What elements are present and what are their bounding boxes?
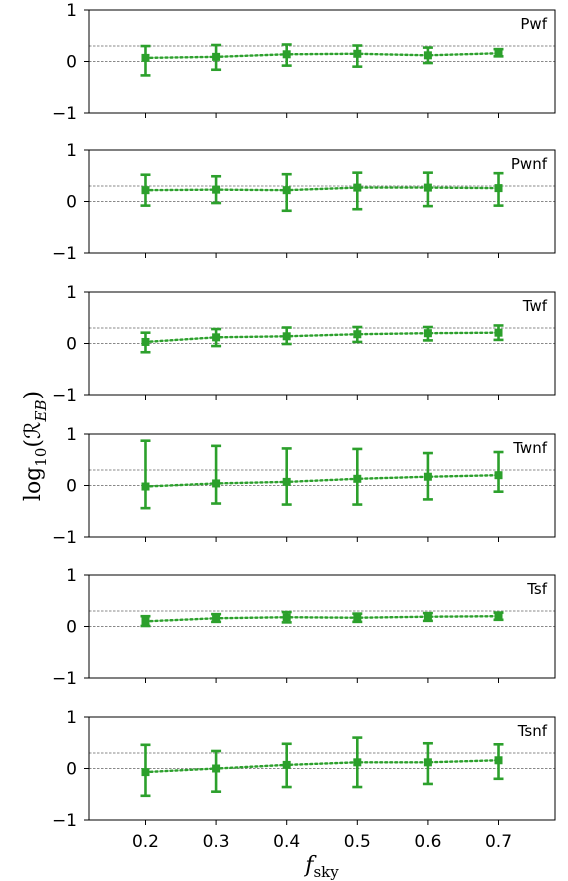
data-point xyxy=(494,328,503,337)
y-tick-label: −1 xyxy=(52,811,77,831)
y-tick-label: 0 xyxy=(66,53,77,73)
data-point xyxy=(423,329,432,338)
panel-frame xyxy=(88,9,556,114)
panel-label: Tsnf xyxy=(517,722,548,740)
data-point xyxy=(141,768,150,777)
data-point xyxy=(494,49,503,58)
data-point xyxy=(141,337,150,346)
data-point xyxy=(494,756,503,765)
y-label-argument: (ℛ xyxy=(21,421,46,447)
data-point xyxy=(212,185,221,194)
y-tick-label: 1 xyxy=(66,141,77,161)
y-tick-label: 0 xyxy=(66,760,77,780)
x-axis: 0.2 0.3 0.4 0.5 0.6 0.7 xyxy=(132,832,512,852)
data-point xyxy=(353,183,362,192)
y-tick-label: 1 xyxy=(66,283,77,303)
panel-frame xyxy=(88,291,556,396)
y-tick-label: 0 xyxy=(66,618,77,638)
data-point xyxy=(282,613,291,622)
data-point xyxy=(141,482,150,491)
series-line xyxy=(144,186,500,192)
data-point xyxy=(212,333,221,342)
data-point xyxy=(212,764,221,773)
y-label-log: log xyxy=(21,467,46,501)
data-point xyxy=(353,49,362,58)
data-point xyxy=(353,474,362,483)
x-tick-label: 0.4 xyxy=(273,832,300,852)
panel-label: Pwf xyxy=(520,15,547,33)
y-label-log-base: 10 xyxy=(32,448,50,467)
panel-frame xyxy=(88,149,556,254)
panel-label: Tsf xyxy=(526,580,547,598)
series-line xyxy=(144,759,500,774)
data-point xyxy=(141,186,150,195)
data-point xyxy=(141,617,150,626)
chart-panels: 1 0 −1 Pwf 1 0 −1 Pwnf 1 0 −1 Twf 1 0 −1 Twnf 1 0 −1 Tsf 1 0 −… xyxy=(52,1,556,831)
x-tick-label: 0.5 xyxy=(344,832,371,852)
data-point xyxy=(212,52,221,61)
x-label-sub: sky xyxy=(313,863,339,881)
y-tick-label: −1 xyxy=(52,528,77,548)
x-tick-label: 0.7 xyxy=(485,832,512,852)
data-point xyxy=(141,53,150,62)
y-tick-label: 0 xyxy=(66,335,77,355)
panel-pwnf: 1 0 −1 Pwnf xyxy=(52,141,556,264)
data-point xyxy=(353,330,362,339)
y-tick-label: 0 xyxy=(66,477,77,497)
panel-frame xyxy=(88,716,556,821)
panel-twf: 1 0 −1 Twf xyxy=(52,283,556,406)
data-point xyxy=(282,760,291,769)
error-bar xyxy=(140,439,151,510)
data-point xyxy=(212,614,221,623)
series-line xyxy=(144,52,500,60)
y-tick-label: 1 xyxy=(66,425,77,445)
panel-label: Twf xyxy=(522,297,548,315)
y-label-close: ) xyxy=(21,391,46,400)
data-point xyxy=(212,479,221,488)
y-tick-label: −1 xyxy=(52,669,77,689)
data-point xyxy=(423,51,432,60)
error-bar xyxy=(211,444,222,505)
y-tick-label: 1 xyxy=(66,1,77,21)
x-tick-label: 0.6 xyxy=(414,832,441,852)
x-axis-label: fsky xyxy=(303,853,339,881)
data-point xyxy=(282,332,291,341)
data-point xyxy=(282,50,291,59)
y-tick-label: 1 xyxy=(66,566,77,586)
panel-frame xyxy=(88,574,556,679)
series-line xyxy=(144,331,500,344)
data-point xyxy=(423,472,432,481)
y-tick-label: 0 xyxy=(66,193,77,213)
panel-twnf: 1 0 −1 Twnf xyxy=(52,425,556,548)
y-tick-label: −1 xyxy=(52,244,77,264)
series-line xyxy=(144,615,500,623)
y-axis-label: log10(ℛEB) xyxy=(21,391,50,501)
data-point xyxy=(494,471,503,480)
panel-frame xyxy=(88,433,556,538)
data-point xyxy=(353,758,362,767)
panel-tsnf: 1 0 −1 Tsnf xyxy=(52,708,556,831)
panel-label: Pwnf xyxy=(511,155,548,173)
series-line xyxy=(144,474,500,488)
data-point xyxy=(282,186,291,195)
error-bar xyxy=(281,447,292,506)
data-point xyxy=(494,184,503,193)
y-label-argument-sub: EB xyxy=(32,400,50,423)
x-tick-label: 0.3 xyxy=(203,832,230,852)
y-tick-label: −1 xyxy=(52,104,77,124)
data-point xyxy=(423,183,432,192)
x-tick-label: 0.2 xyxy=(132,832,159,852)
y-tick-label: 1 xyxy=(66,708,77,728)
data-point xyxy=(494,612,503,621)
panel-tsf: 1 0 −1 Tsf xyxy=(52,566,556,689)
data-point xyxy=(353,613,362,622)
y-tick-label: −1 xyxy=(52,386,77,406)
panel-pwf: 1 0 −1 Pwf xyxy=(52,1,556,124)
data-point xyxy=(423,758,432,767)
panel-label: Twnf xyxy=(512,439,547,457)
data-point xyxy=(423,612,432,621)
data-point xyxy=(282,477,291,486)
